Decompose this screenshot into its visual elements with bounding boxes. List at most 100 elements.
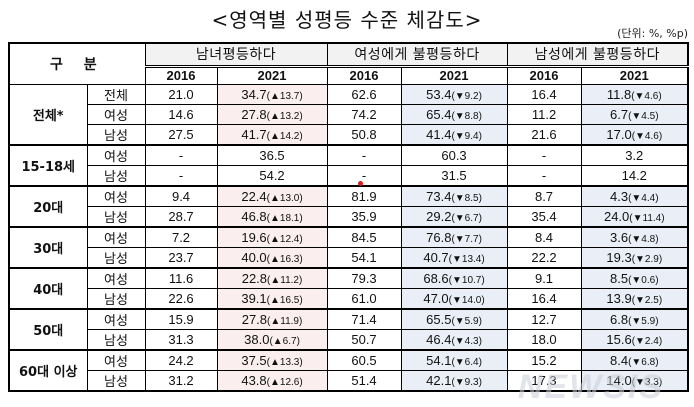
change-indicator: (▼9.4) (451, 130, 482, 142)
value-2021: 27.8(▲13.2) (216, 103, 328, 125)
value-2021: 6.8(▼5.9) (580, 307, 689, 330)
table-row: 남성 27.5 41.7(▲14.2) 50.8 41.4(▼9.4) 21.6 17.0(… (9, 123, 689, 145)
row-sub-label: 남성 (86, 205, 146, 227)
value-2021: 27.8(▲11.9) (216, 307, 328, 330)
table-row: 30대 여성 7.2 19.6(▲12.4) 84.5 76.8(▼7.7) 8.4 3.6(… (8, 225, 689, 268)
value-2021-number: 46.4 (426, 331, 452, 347)
table-title: <영역별 성평등 수준 체감도> (211, 8, 483, 32)
value-2021: 19.3(▼2.9) (580, 246, 689, 268)
value-2016: 14.6 (144, 103, 218, 125)
row-group-label: 20대 (8, 184, 88, 227)
value-2021-number: 17.0 (606, 126, 632, 142)
year-header: 2021 (216, 64, 328, 85)
value-2021: 31.5 (400, 164, 508, 186)
value-2021: 14.2 (580, 164, 689, 186)
table-row: 60대 이상 여성 24.2 37.5(▲13.3) 60.5 54.1(▼6.4) 15.… (8, 348, 689, 391)
value-2021: 17.0(▼4.6) (580, 123, 689, 145)
change-indicator: (▼9.3) (451, 376, 482, 388)
change-indicator: (▼5.9) (628, 315, 659, 327)
value-2021-number: 19.6 (241, 229, 267, 245)
change-indicator: (▼4.4) (628, 192, 659, 204)
value-2021-number: 40.0 (241, 249, 267, 265)
value-2021-number: 54.1 (426, 352, 452, 368)
value-2016: 81.9 (326, 184, 402, 207)
value-2021-number: 68.6 (423, 270, 449, 286)
change-indicator: (▲16.5) (266, 294, 303, 306)
change-indicator: (▲14.2) (266, 130, 303, 142)
row-sub-label: 여성 (86, 348, 146, 371)
change-indicator: (▲18.1) (266, 212, 303, 224)
value-2021-number: 37.5 (241, 352, 267, 368)
value-2021: 15.6(▼2.4) (580, 328, 689, 350)
value-2021-number: 76.8 (426, 229, 452, 245)
value-2016: 21.6 (506, 123, 582, 145)
value-2021-number: 29.2 (426, 208, 452, 224)
value-2016: 15.9 (144, 307, 218, 330)
value-2021: 65.5(▼5.9) (400, 307, 508, 330)
year-header: 2016 (144, 64, 218, 85)
change-indicator: (▼7.7) (451, 233, 482, 245)
value-2016: - (326, 164, 402, 186)
value-2016: 22.2 (506, 246, 582, 268)
value-2021-number: 31.5 (441, 167, 467, 183)
value-2021: 41.4(▼9.4) (400, 123, 508, 145)
value-2021-number: 42.1 (426, 372, 452, 388)
value-2021-number: 6.7 (609, 106, 629, 122)
value-2021-number: 39.1 (241, 290, 267, 306)
red-dot-marker (358, 181, 363, 186)
value-2021: 42.1(▼9.3) (400, 369, 508, 391)
table-row: 20대 여성 9.4 22.4(▲13.0) 81.9 73.4(▼8.5) 8.7 4.3(… (8, 184, 689, 227)
value-2016: 23.7 (144, 246, 218, 268)
value-2021: 8.5(▼0.6) (580, 266, 689, 289)
table-body: 전체* 전체 21.0 34.7(▲13.7) 62.6 53.4(▼9.2) 16.4 11… (8, 83, 689, 391)
table-row: 40대 여성 11.6 22.8(▲11.2) 79.3 68.6(▼10.7) 9.1 8.… (8, 266, 689, 309)
value-2021: 36.5 (216, 143, 328, 166)
change-indicator: (▲13.0) (266, 192, 303, 204)
value-2021-number: 19.3 (606, 249, 632, 265)
value-2016: - (144, 164, 218, 186)
value-2021: 65.4(▼8.8) (400, 103, 508, 125)
group-header-unequal-women: 여성에게 불평등하다 (326, 42, 508, 67)
value-2021-number: 27.8 (241, 311, 268, 327)
value-2021: 68.6(▼10.7) (400, 266, 508, 289)
value-2016: 35.9 (326, 205, 402, 227)
value-2021: 73.4(▼8.5) (400, 184, 508, 207)
value-2016: 71.4 (326, 307, 402, 330)
value-2021: 13.9(▼2.5) (580, 287, 689, 309)
change-indicator: (▼6.4) (451, 356, 482, 368)
value-2016: 16.4 (506, 83, 582, 105)
value-2016: 61.0 (326, 287, 402, 309)
row-sub-label: 여성 (86, 225, 146, 248)
value-2016: 50.8 (326, 123, 402, 145)
year-header: 2021 (580, 64, 689, 85)
change-indicator: (▼4.6) (631, 130, 663, 142)
value-2021: 8.4(▼6.8) (580, 348, 689, 371)
change-indicator: (▼0.6) (628, 274, 659, 286)
row-sub-label: 여성 (86, 143, 146, 166)
value-2021: 6.7(▼4.5) (580, 103, 689, 125)
value-2021: 19.6(▲12.4) (216, 225, 328, 248)
value-2021-number: 46.8 (241, 208, 267, 224)
unit-label: (단위: %, %p) (617, 27, 688, 40)
value-2016: 21.0 (144, 83, 218, 105)
value-2016: 31.3 (144, 328, 218, 350)
value-2016: 79.3 (326, 266, 402, 289)
value-2016: 27.5 (144, 123, 218, 145)
change-indicator: (▼8.5) (451, 192, 482, 204)
value-2021-number: 65.4 (426, 106, 452, 122)
value-2021: 46.4(▼4.3) (400, 328, 508, 350)
value-2016: 9.1 (506, 266, 582, 289)
change-indicator: (▼11.4) (629, 212, 665, 224)
value-2021-number: 53.4 (426, 86, 452, 102)
row-sub-label: 남성 (86, 164, 146, 186)
table-row: 남성 28.7 46.8(▲18.1) 35.9 29.2(▼6.7) 35.4 24.0(… (9, 205, 689, 227)
value-2021-number: 14.0 (606, 372, 632, 388)
value-2021: 3.2 (580, 143, 689, 166)
value-2021-number: 41.7 (241, 126, 267, 142)
row-group-label: 전체* (8, 83, 88, 145)
change-indicator: (▲13.2) (266, 110, 303, 122)
change-indicator: (▼4.3) (451, 335, 482, 347)
change-indicator: (▼4.6) (631, 90, 662, 102)
value-2021-number: 47.0 (423, 290, 449, 306)
value-2016: 7.2 (144, 225, 218, 248)
